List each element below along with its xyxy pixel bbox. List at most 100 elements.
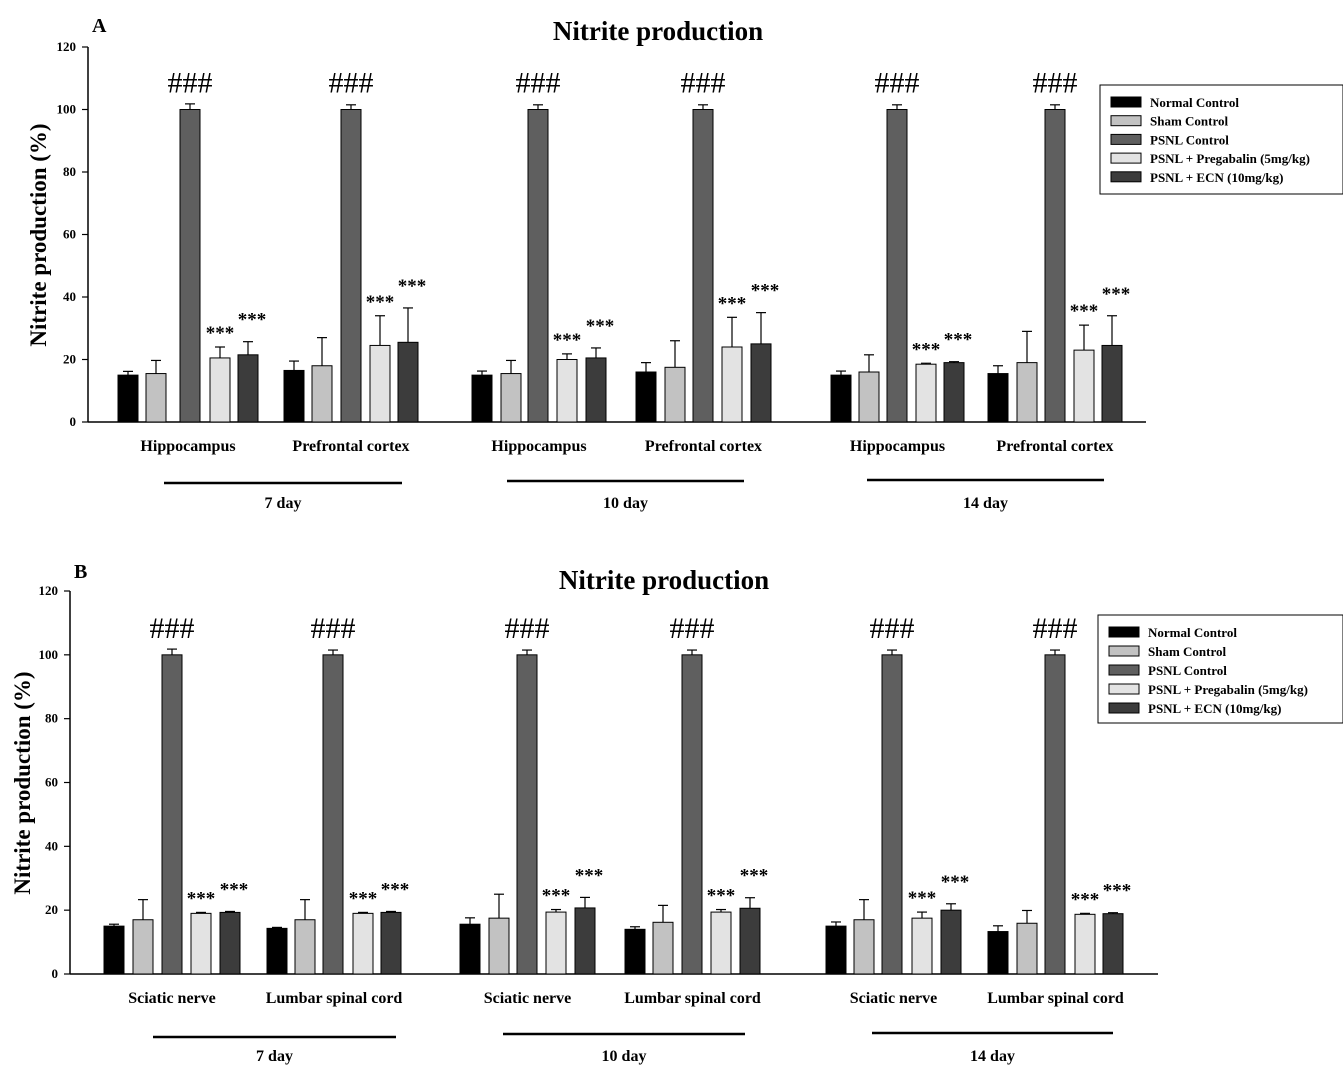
bar xyxy=(987,373,1009,423)
bar xyxy=(488,917,510,975)
bar xyxy=(710,911,732,975)
bar xyxy=(585,357,607,423)
significance-marker: *** xyxy=(718,293,747,314)
y-tick-label: 40 xyxy=(45,838,58,853)
panel-b-chart: B Nitrite production Nitrite production (%… xyxy=(10,561,1343,1065)
region-label: Prefrontal cortex xyxy=(645,438,762,455)
bar xyxy=(237,354,259,423)
significance-marker: *** xyxy=(751,281,780,302)
region-label: Lumbar spinal cord xyxy=(266,990,403,1007)
y-tick-label: 120 xyxy=(39,583,59,598)
significance-marker: *** xyxy=(187,888,216,909)
significance-marker: *** xyxy=(575,865,604,886)
legend-swatch xyxy=(1108,645,1140,657)
y-tick-label: 0 xyxy=(70,414,77,429)
bar xyxy=(911,917,933,975)
significance-marker: *** xyxy=(542,886,571,907)
bar xyxy=(266,927,288,975)
bar xyxy=(830,374,852,423)
bar xyxy=(1044,654,1066,975)
significance-marker: *** xyxy=(238,310,267,331)
significance-marker: *** xyxy=(553,330,582,351)
bar xyxy=(987,931,1009,975)
legend-swatch xyxy=(1110,115,1142,127)
bar xyxy=(545,911,567,975)
legend-entry: PSNL Control xyxy=(1148,663,1227,678)
bar xyxy=(352,912,374,975)
significance-marker: *** xyxy=(908,888,937,909)
bar xyxy=(692,109,714,423)
legend-swatch xyxy=(1110,171,1142,183)
bar xyxy=(145,373,167,423)
bar xyxy=(1044,109,1066,423)
significance-marker: *** xyxy=(220,879,249,900)
legend: Normal Control Sham Control PSNL Control PS… xyxy=(1099,84,1343,195)
region-label: Sciatic nerve xyxy=(850,990,938,1007)
region-label: Lumbar spinal cord xyxy=(624,990,761,1007)
region-label: Sciatic nerve xyxy=(128,990,216,1007)
legend-entry: PSNL + Pregabalin (5mg/kg) xyxy=(1150,151,1310,166)
bar xyxy=(1073,349,1095,423)
bar xyxy=(1102,913,1124,975)
region-label: Sciatic nerve xyxy=(484,990,572,1007)
significance-marker: *** xyxy=(707,886,736,907)
panel-letter: B xyxy=(74,561,87,583)
bar xyxy=(209,357,231,423)
legend-entry: Normal Control xyxy=(1150,95,1239,110)
significance-marker: *** xyxy=(398,276,427,297)
significance-marker: ### xyxy=(505,612,550,645)
y-tick-label: 60 xyxy=(45,775,58,790)
bar xyxy=(500,373,522,423)
significance-marker: *** xyxy=(912,339,941,360)
bar xyxy=(943,362,965,423)
bar xyxy=(117,374,139,423)
bar xyxy=(915,363,937,423)
y-tick-label: 0 xyxy=(52,966,59,981)
y-tick-label: 40 xyxy=(63,289,76,304)
y-tick-label: 100 xyxy=(57,102,77,117)
significance-marker: ### xyxy=(516,67,561,100)
legend-swatch xyxy=(1108,626,1140,638)
significance-marker: ### xyxy=(1033,612,1078,645)
bar xyxy=(624,928,646,975)
legend-entry: PSNL Control xyxy=(1150,132,1229,147)
significance-marker: ### xyxy=(875,67,920,100)
bar xyxy=(322,654,344,975)
time-group-label: 10 day xyxy=(603,495,648,512)
time-group-label: 10 day xyxy=(602,1048,647,1065)
legend: Normal Control Sham Control PSNL Control PS… xyxy=(1097,614,1343,724)
bar xyxy=(219,911,241,975)
significance-marker: *** xyxy=(1071,889,1100,910)
significance-marker: *** xyxy=(206,323,235,344)
bar xyxy=(1016,922,1038,975)
bar xyxy=(311,365,333,423)
significance-marker: *** xyxy=(1102,284,1131,305)
region-label: Prefrontal cortex xyxy=(292,438,409,455)
y-tick-label: 120 xyxy=(57,39,77,54)
bar xyxy=(283,369,305,423)
significance-marker: *** xyxy=(941,872,970,893)
bar xyxy=(161,654,183,975)
time-group-label: 7 day xyxy=(265,495,302,512)
y-tick-label: 20 xyxy=(63,352,76,367)
bar xyxy=(739,907,761,975)
bar xyxy=(881,654,903,975)
bar xyxy=(1074,913,1096,975)
significance-marker: ### xyxy=(311,612,356,645)
region-label: Lumbar spinal cord xyxy=(987,990,1124,1007)
bar xyxy=(459,923,481,975)
bar xyxy=(132,919,154,975)
bar xyxy=(527,109,549,423)
bar xyxy=(858,371,880,423)
y-axis-label: Nitrite production (%) xyxy=(10,671,35,894)
bar xyxy=(664,366,686,423)
significance-marker: *** xyxy=(1070,301,1099,322)
significance-marker: *** xyxy=(1103,881,1132,902)
time-group-label: 7 day xyxy=(256,1048,293,1065)
bar xyxy=(294,919,316,975)
bar xyxy=(1016,362,1038,423)
bar xyxy=(179,109,201,423)
bar xyxy=(369,344,391,423)
legend-entry: PSNL + Pregabalin (5mg/kg) xyxy=(1148,682,1308,697)
